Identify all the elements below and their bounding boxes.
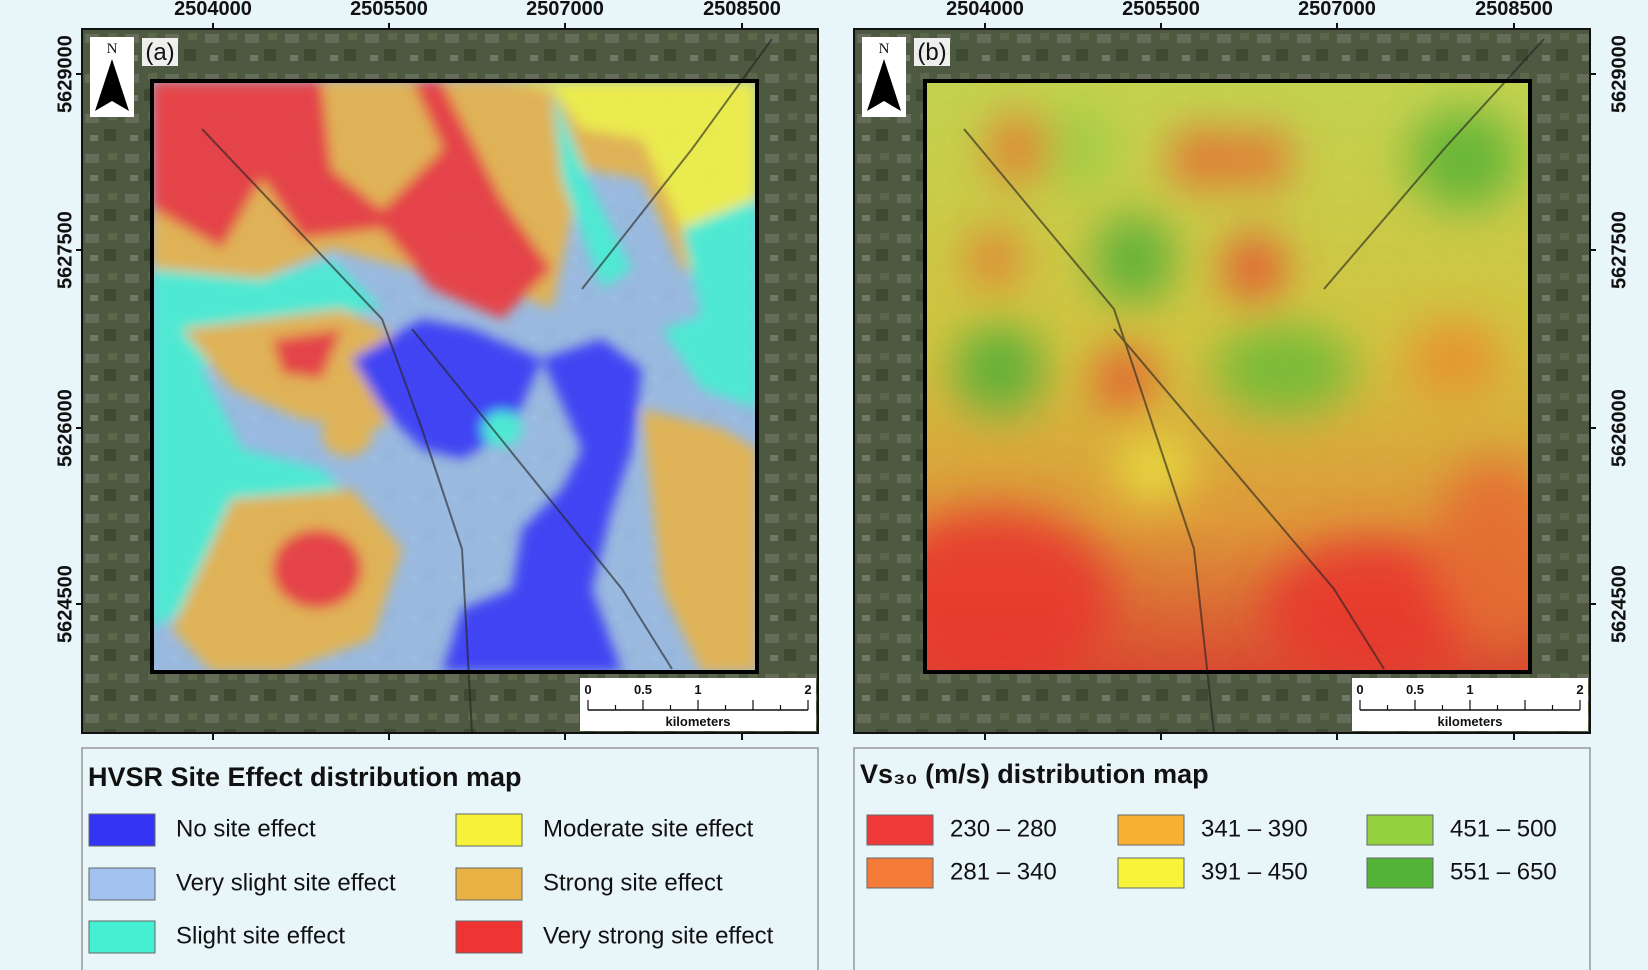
legend-label: 391 – 450	[1201, 858, 1308, 885]
y-coordinate-label: 5624500	[1608, 565, 1630, 643]
scale-bar-unit: kilometers	[1437, 714, 1502, 729]
legend-label: No site effect	[176, 815, 316, 842]
legend-label: Strong site effect	[543, 869, 723, 896]
legend-swatch	[867, 815, 933, 845]
vs30-overlay	[874, 81, 1554, 689]
x-coordinate-label: 2508500	[703, 0, 781, 20]
legend-swatch	[456, 868, 522, 900]
panel-label: (b)	[917, 39, 946, 66]
y-coordinate-label: 5629000	[1608, 35, 1630, 113]
legend-title: Vs₃₀ (m/s) distribution map	[860, 759, 1209, 789]
legend-swatch	[1367, 858, 1433, 888]
legend-label: 230 – 280	[950, 815, 1057, 842]
scale-bar-label: 0.5	[634, 682, 652, 697]
scale-bar-label: 2	[804, 682, 811, 697]
scale-bar: 0 0.5 1 2 kilometers	[580, 678, 816, 731]
legend-swatch	[89, 814, 155, 846]
legend-swatch	[1118, 815, 1184, 845]
scale-bar-label: 0	[584, 682, 591, 697]
legend-swatch	[1367, 815, 1433, 845]
north-label: N	[107, 41, 118, 57]
y-coordinate-label: 5629000	[54, 35, 76, 113]
legend-label: Very strong site effect	[543, 922, 774, 949]
legend-label: Very slight site effect	[176, 869, 396, 896]
legend-swatch	[867, 858, 933, 888]
north-arrow: N	[862, 37, 906, 117]
legend-label: 341 – 390	[1201, 815, 1308, 842]
site-effect-overlay	[152, 81, 757, 672]
legend-label: Moderate site effect	[543, 815, 754, 842]
x-coordinate-label: 2505500	[1122, 0, 1200, 20]
y-coordinate-label: 5627500	[54, 211, 76, 289]
figure: N (a) 0 0.5 1 2 kilometers	[0, 0, 1648, 970]
y-coordinate-label: 5626000	[54, 389, 76, 467]
scale-bar-label: 0	[1356, 682, 1363, 697]
legend-swatch	[456, 921, 522, 953]
x-coordinate-label: 2505500	[350, 0, 428, 20]
x-coordinate-label: 2508500	[1475, 0, 1553, 20]
legend-title: HVSR Site Effect distribution map	[88, 762, 522, 792]
north-label: N	[879, 41, 890, 57]
legend-swatch	[89, 921, 155, 953]
legend-swatch	[1118, 858, 1184, 888]
y-coordinate-label: 5627500	[1608, 211, 1630, 289]
map-panel: N (a) 0 0.5 1 2 kilometers	[76, 23, 818, 740]
legend-label: Slight site effect	[176, 922, 345, 949]
legend-label: 451 – 500	[1450, 815, 1557, 842]
y-coordinate-label: 5624500	[54, 565, 76, 643]
scale-bar-label: 1	[1466, 682, 1473, 697]
scale-bar-unit: kilometers	[665, 714, 730, 729]
legend-swatch	[89, 868, 155, 900]
scale-bar-label: 2	[1576, 682, 1583, 697]
scale-bar-label: 1	[694, 682, 701, 697]
north-arrow: N	[90, 37, 134, 117]
y-coordinate-label: 5626000	[1608, 389, 1630, 467]
legend-label: 281 – 340	[950, 858, 1057, 885]
x-coordinate-label: 2504000	[174, 0, 252, 20]
scale-bar: 0 0.5 1 2 kilometers	[1352, 678, 1588, 731]
x-coordinate-label: 2504000	[946, 0, 1024, 20]
x-coordinate-label: 2507000	[526, 0, 604, 20]
legend-swatch	[456, 814, 522, 846]
scale-bar-label: 0.5	[1406, 682, 1424, 697]
panel-label: (a)	[145, 39, 174, 66]
legend-label: 551 – 650	[1450, 858, 1557, 885]
x-coordinate-label: 2507000	[1298, 0, 1376, 20]
map-panel: N (b) 0 0.5 1 2 kilometers	[854, 23, 1596, 740]
